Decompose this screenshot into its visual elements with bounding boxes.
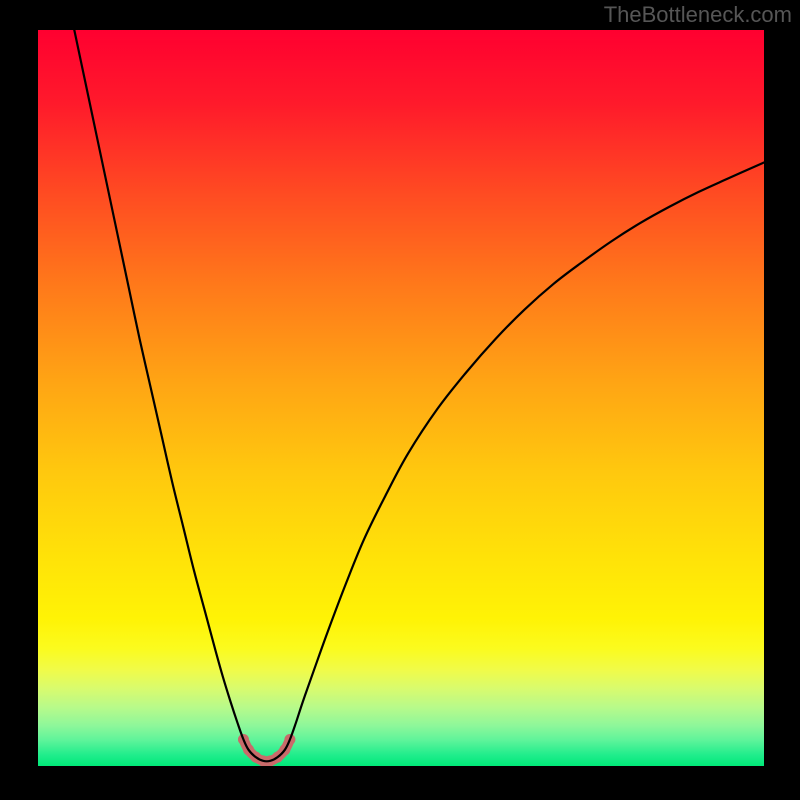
chart-svg <box>38 30 764 766</box>
chart-frame: TheBottleneck.com <box>0 0 800 800</box>
watermark-text: TheBottleneck.com <box>604 2 792 28</box>
gradient-background <box>38 30 764 766</box>
plot-area <box>38 30 764 766</box>
